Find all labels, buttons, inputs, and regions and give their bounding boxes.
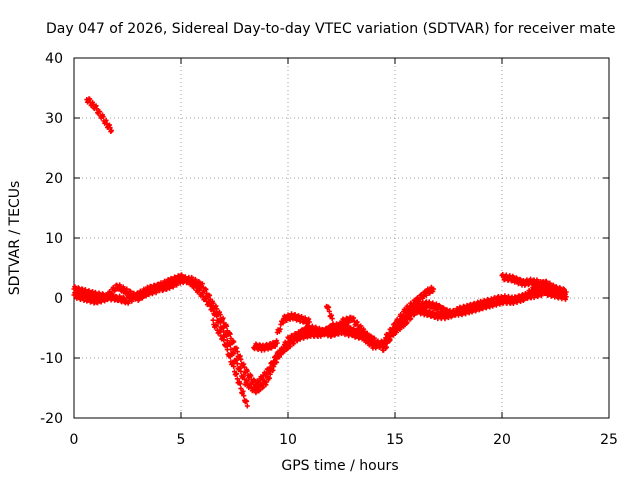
y-axis-label: SDTVAR / TECUs xyxy=(7,181,23,296)
data-point xyxy=(224,323,230,329)
data-point xyxy=(237,381,243,387)
data-point xyxy=(108,128,114,134)
data-point xyxy=(371,340,377,346)
series-afternoon-rise xyxy=(381,284,437,345)
data-point xyxy=(214,323,220,329)
data-point xyxy=(280,320,286,326)
data-point xyxy=(240,388,246,394)
data-point xyxy=(306,319,312,325)
data-point xyxy=(238,356,244,362)
data-point xyxy=(466,310,472,316)
data-point xyxy=(231,339,237,345)
y-tick-label: -10 xyxy=(40,351,63,367)
data-point xyxy=(100,114,106,120)
data-point xyxy=(227,331,233,337)
series-noon-spike xyxy=(324,303,338,331)
data-point xyxy=(220,315,226,321)
data-points xyxy=(71,96,569,409)
y-tick-label: 30 xyxy=(45,111,63,127)
data-point xyxy=(244,403,250,409)
x-tick-label: 25 xyxy=(600,432,618,448)
series-main-track-b xyxy=(71,274,569,390)
data-point xyxy=(329,316,335,322)
series-deep-dip-arc xyxy=(210,317,250,409)
data-point xyxy=(227,354,233,360)
data-point xyxy=(224,347,230,353)
data-point xyxy=(231,351,237,357)
x-tick-label: 10 xyxy=(279,432,297,448)
data-point xyxy=(224,342,230,348)
grid xyxy=(74,58,609,418)
data-point xyxy=(221,337,227,343)
y-tick-label: -20 xyxy=(40,411,63,427)
y-tick-label: 20 xyxy=(45,171,63,187)
series-early-high-arc xyxy=(84,96,114,135)
y-tick-label: 10 xyxy=(45,231,63,247)
series-midday-wiggle xyxy=(339,314,377,348)
data-point xyxy=(326,308,332,314)
x-tick-label: 5 xyxy=(177,432,186,448)
chart-title: Day 047 of 2026, Sidereal Day-to-day VTE… xyxy=(46,21,616,37)
data-point xyxy=(332,325,338,331)
x-tick-label: 15 xyxy=(386,432,404,448)
series-evening-bump xyxy=(499,272,558,296)
data-point xyxy=(214,306,220,312)
data-point xyxy=(274,340,280,346)
axis-ticks: 0 5 10 15 20 25 -20 -10 0 10 20 30 40 xyxy=(40,51,618,448)
data-point xyxy=(238,368,244,374)
data-point xyxy=(210,317,216,323)
data-point xyxy=(241,393,247,399)
data-point xyxy=(563,289,569,295)
data-point xyxy=(274,356,280,362)
data-point xyxy=(234,371,240,377)
data-point xyxy=(97,109,103,115)
x-tick-label: 0 xyxy=(70,432,79,448)
y-tick-label: 40 xyxy=(45,51,63,67)
data-point xyxy=(210,300,216,306)
series-recovery-arc xyxy=(274,311,312,335)
data-point xyxy=(234,349,240,355)
data-point xyxy=(234,361,240,367)
data-point xyxy=(423,292,429,298)
data-point xyxy=(277,326,283,332)
data-point xyxy=(217,312,223,318)
data-point xyxy=(244,398,250,404)
series-trough-plateau xyxy=(251,338,280,353)
y-tick-label: 0 xyxy=(54,291,63,307)
x-axis-label: GPS time / hours xyxy=(281,458,398,474)
data-point xyxy=(431,286,437,292)
data-point xyxy=(553,289,558,295)
data-point xyxy=(231,364,237,370)
x-tick-label: 20 xyxy=(493,432,511,448)
